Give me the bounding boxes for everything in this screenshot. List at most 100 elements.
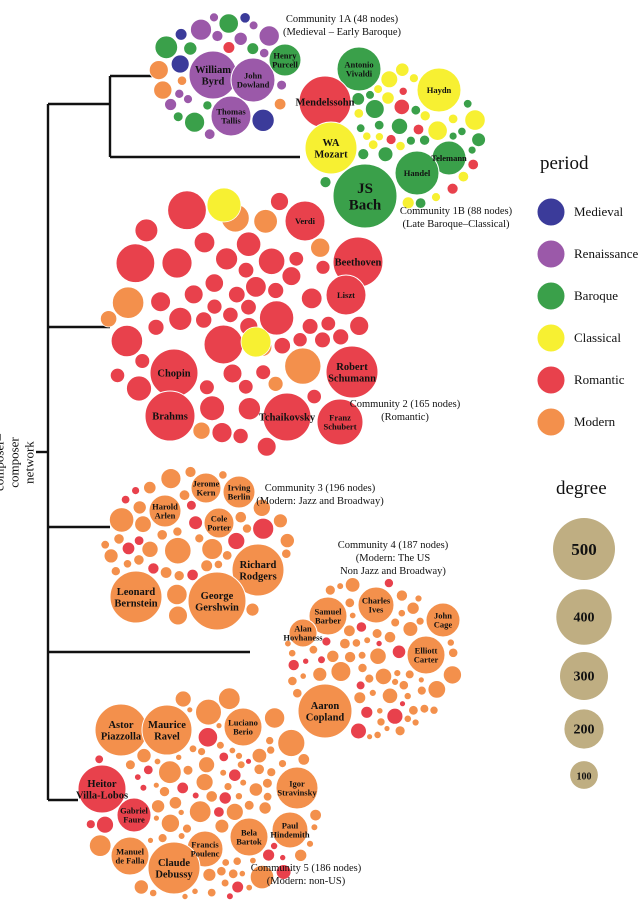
node-bubble [253, 209, 278, 234]
node-bubble [174, 28, 188, 41]
node-bubble [326, 649, 340, 663]
node-bubble [251, 108, 275, 132]
node-bubble [446, 638, 455, 647]
node-bubble [252, 498, 271, 517]
composer-name: de Falla [115, 856, 145, 866]
composer-bubble [316, 398, 364, 446]
node-bubble [380, 70, 399, 89]
node-bubble [315, 259, 331, 275]
node-bubble [186, 568, 199, 582]
community-label-c4: Community 4 (187 nodes) (Modern: The US No… [338, 539, 449, 578]
node-bubble [427, 680, 447, 699]
node-bubble [281, 266, 302, 286]
composer-name: Poulenc [191, 849, 220, 859]
node-bubble [132, 500, 147, 515]
node-bubble [427, 120, 448, 141]
composer-bubble [308, 596, 348, 636]
composer-name: Irving [228, 482, 251, 492]
degree-value: 100 [577, 772, 592, 783]
composer-name: Schumann [328, 374, 376, 385]
node-bubble [252, 517, 275, 540]
node-bubble [277, 729, 306, 757]
node-bubble [96, 815, 114, 834]
composer-bubble [425, 602, 461, 638]
node-bubble [255, 364, 272, 381]
node-bubble [182, 764, 194, 776]
composer-name: Astor [108, 720, 133, 731]
node-bubble [148, 60, 169, 80]
node-bubble [172, 111, 184, 122]
composer-name: Beethoven [335, 258, 382, 269]
node-bubble [143, 764, 154, 776]
node-bubble [219, 768, 228, 777]
node-bubble [85, 819, 96, 830]
node-bubble [448, 647, 459, 658]
node-bubble [344, 577, 361, 593]
composer-name: Chopin [157, 369, 190, 380]
node-bubble [272, 513, 288, 529]
node-bubble [414, 594, 423, 603]
node-bubbles [77, 12, 486, 901]
network-label-line: composer–composer [0, 434, 22, 491]
node-bubble [415, 616, 425, 626]
composer-name: Liszt [337, 290, 355, 300]
node-bubble [357, 650, 367, 660]
composer-name: Harold [152, 501, 178, 511]
node-bubble [414, 197, 427, 209]
node-bubble [390, 117, 408, 135]
composer-name: Samuel [315, 606, 343, 616]
legend-label-romantic: Romantic [574, 372, 625, 387]
node-bubble [203, 128, 216, 140]
composer-name: JS [357, 181, 373, 197]
node-bubble [191, 791, 200, 800]
node-bubble [134, 773, 142, 781]
node-bubble [264, 707, 286, 729]
node-bubble [143, 480, 157, 495]
node-bubble [301, 287, 323, 310]
node-bubble [168, 796, 182, 810]
composer-name: Dowland [237, 80, 270, 90]
node-bubble [126, 375, 152, 402]
node-bubble [218, 751, 230, 763]
community-label-line: Community 2 (165 nodes) [349, 399, 461, 410]
composer-bubble [268, 43, 302, 77]
community-label-line: (Late Baroque–Classical) [402, 219, 510, 230]
node-bubble [182, 823, 192, 834]
node-bubble [149, 888, 158, 898]
node-bubble [177, 808, 185, 816]
node-bubble [134, 218, 159, 243]
node-bubble [369, 647, 387, 665]
node-bubble [353, 108, 365, 119]
community-label-line: (Modern: Jazz and Broadway) [256, 496, 384, 507]
node-bubble [257, 247, 286, 275]
node-bubble [202, 867, 217, 882]
node-bubble [223, 782, 233, 791]
composer-name: Carter [414, 655, 439, 665]
node-bubble [215, 722, 223, 729]
node-bubble [147, 837, 154, 844]
composer-name: Bartok [236, 837, 262, 847]
node-bubble [170, 54, 190, 74]
node-bubble [349, 611, 357, 620]
composer-bubble [230, 57, 276, 103]
degree-value: 400 [574, 611, 595, 626]
node-bubble [221, 550, 233, 561]
composer-name: Porter [207, 523, 231, 533]
node-bubble [188, 800, 212, 823]
node-bubble [234, 511, 247, 524]
legend-label-medieval: Medieval [574, 204, 624, 219]
node-bubble [310, 823, 319, 832]
legend-label-modern: Modern [574, 414, 616, 429]
node-bubble [133, 554, 145, 566]
degree-circle [560, 652, 608, 700]
node-bubble [284, 347, 322, 385]
node-bubble [206, 187, 242, 223]
node-bubble [238, 379, 254, 395]
node-bubble [253, 763, 265, 775]
node-bubble [226, 892, 234, 901]
composer-name: Leonard [117, 587, 156, 598]
composer-name: Mendelssohn [296, 98, 355, 109]
node-bubble [302, 657, 310, 665]
community-label-line: Community 1A (48 nodes) [285, 14, 399, 25]
node-bubble [368, 139, 379, 150]
